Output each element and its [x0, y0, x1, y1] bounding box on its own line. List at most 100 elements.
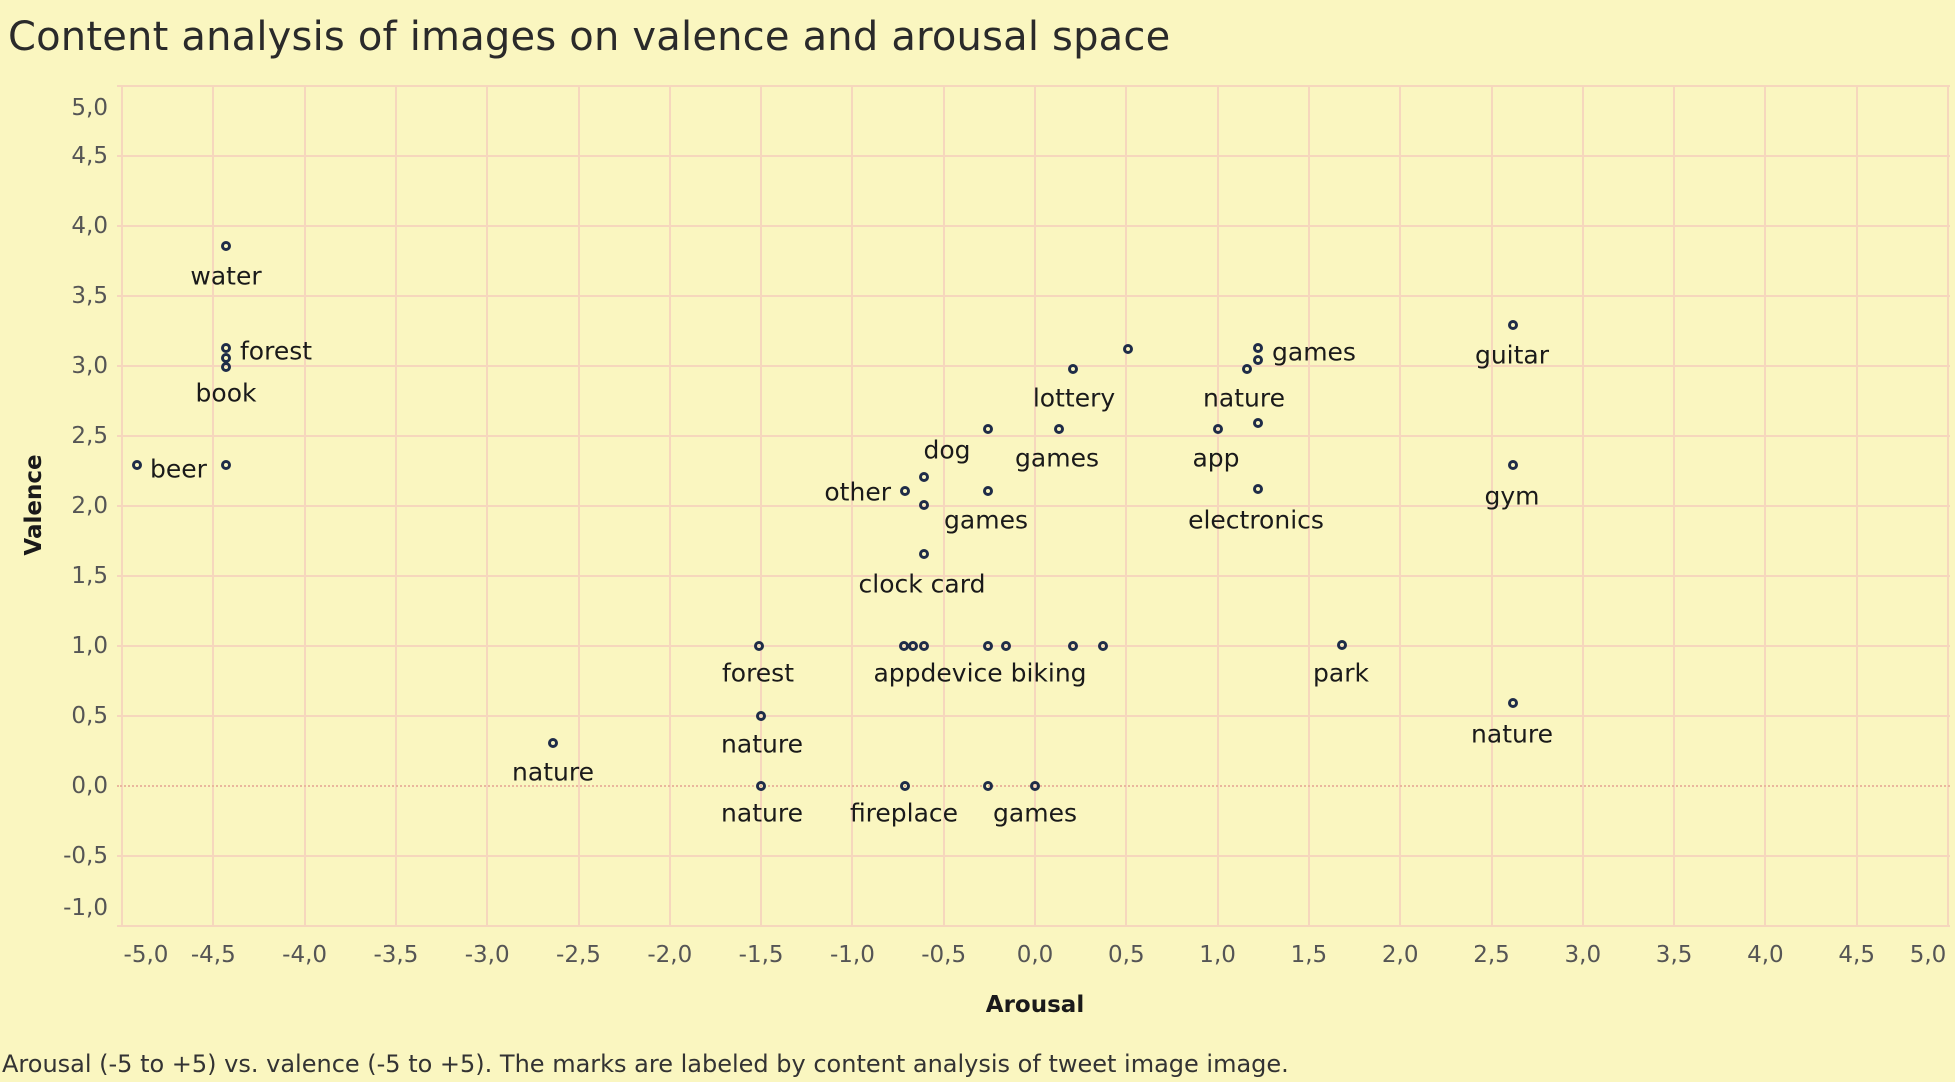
- x-tick-label: 2,5: [1473, 942, 1510, 968]
- y-tick-label: 2,5: [71, 423, 108, 449]
- chart-title: Content analysis of images on valence an…: [8, 14, 1171, 60]
- scatter-point[interactable]: [1508, 320, 1519, 331]
- scatter-point[interactable]: [1068, 363, 1079, 374]
- gridline-horizontal: [117, 855, 1950, 857]
- point-label: appdevice biking: [873, 658, 1087, 688]
- scatter-point[interactable]: [1212, 424, 1223, 434]
- x-tick-label: -1,0: [829, 942, 875, 968]
- y-tick-label: -1,0: [63, 895, 108, 921]
- scatter-point[interactable]: [1030, 781, 1040, 791]
- x-tick-label: -3,0: [464, 942, 510, 968]
- point-label: nature: [1471, 719, 1553, 749]
- scatter-point[interactable]: [1241, 363, 1252, 374]
- gridline-horizontal: [117, 295, 1950, 297]
- scatter-point[interactable]: [1252, 484, 1263, 495]
- point-label: games: [1272, 337, 1356, 367]
- scatter-point[interactable]: [1252, 418, 1263, 429]
- y-tick-label: 1,5: [71, 563, 108, 589]
- point-label: nature: [721, 729, 803, 759]
- scatter-point[interactable]: [982, 781, 993, 791]
- point-label: nature: [721, 798, 803, 828]
- scatter-point[interactable]: [907, 641, 918, 651]
- y-tick-label: 2,0: [71, 493, 108, 519]
- y-tick-label: 4,0: [71, 213, 108, 239]
- scatter-point[interactable]: [1053, 424, 1064, 434]
- scatter-point[interactable]: [1508, 698, 1519, 709]
- scatter-point[interactable]: [1097, 641, 1108, 651]
- y-tick-label: 5,0: [71, 95, 108, 121]
- scatter-point[interactable]: [982, 485, 993, 496]
- scatter-point[interactable]: [918, 641, 929, 651]
- scatter-point[interactable]: [754, 641, 765, 651]
- y-tick-label: -0,5: [63, 843, 108, 869]
- point-label: dog: [923, 435, 971, 465]
- scatter-point[interactable]: [1252, 342, 1263, 353]
- gridline-horizontal: [117, 365, 1950, 367]
- plot-area: [117, 85, 1950, 927]
- scatter-point[interactable]: [1252, 355, 1263, 366]
- gridline-horizontal: [117, 925, 1950, 927]
- y-tick-label: 1,0: [71, 633, 108, 659]
- gridline-horizontal: [117, 575, 1950, 577]
- point-label: clock card: [858, 569, 986, 599]
- x-tick-label: -0,5: [921, 942, 967, 968]
- point-label: park: [1313, 658, 1369, 688]
- scatter-point[interactable]: [131, 460, 142, 471]
- x-tick-label: -4,5: [190, 942, 236, 968]
- scatter-point[interactable]: [1068, 641, 1079, 651]
- scatter-point[interactable]: [547, 737, 558, 748]
- point-label: water: [190, 261, 262, 291]
- x-tick-label: -5,0: [123, 942, 169, 968]
- scatter-point[interactable]: [1508, 460, 1519, 471]
- scatter-point[interactable]: [756, 711, 767, 721]
- scatter-point[interactable]: [221, 362, 232, 373]
- scatter-point[interactable]: [756, 781, 767, 791]
- x-tick-label: -2,0: [647, 942, 693, 968]
- point-label: fireplace: [849, 798, 959, 828]
- point-label: nature: [512, 757, 594, 787]
- x-tick-label: 1,5: [1290, 942, 1328, 968]
- x-tick-label: -4,0: [282, 942, 328, 968]
- x-tick-label: 4,0: [1747, 942, 1784, 968]
- y-tick-label: 0,0: [71, 773, 108, 799]
- scatter-point[interactable]: [898, 641, 909, 651]
- point-label: nature: [1203, 383, 1285, 413]
- scatter-point[interactable]: [982, 641, 993, 651]
- scatter-point[interactable]: [1336, 639, 1347, 650]
- y-axis-title: Valence: [21, 454, 47, 556]
- gridline-horizontal: [117, 645, 1950, 647]
- x-tick-label: -1,5: [738, 942, 784, 968]
- scatter-point[interactable]: [221, 342, 232, 353]
- chart-caption: Arousal (-5 to +5) vs. valence (-5 to +5…: [2, 1050, 1289, 1078]
- y-tick-label: 0,5: [71, 703, 108, 729]
- point-label: lottery: [1032, 383, 1116, 413]
- point-label: electronics: [1188, 505, 1324, 535]
- scatter-point[interactable]: [918, 548, 929, 559]
- x-tick-label: 0,0: [1016, 942, 1054, 968]
- scatter-point[interactable]: [1000, 641, 1011, 651]
- point-label: guitar: [1474, 340, 1550, 370]
- scatter-point[interactable]: [900, 485, 911, 496]
- point-label: app: [1192, 443, 1240, 473]
- scatter-point[interactable]: [900, 781, 911, 791]
- scatter-point[interactable]: [221, 460, 232, 471]
- point-label: games: [1015, 443, 1099, 473]
- y-tick-label: 3,0: [71, 353, 108, 379]
- x-tick-label: 0,5: [1108, 942, 1145, 968]
- scatter-point[interactable]: [221, 240, 232, 251]
- x-tick-label: -2,5: [556, 942, 601, 968]
- x-tick-label: -3,5: [373, 942, 419, 968]
- point-label: gym: [1484, 481, 1540, 511]
- scatter-point[interactable]: [982, 424, 993, 434]
- scatter-point[interactable]: [918, 499, 929, 510]
- scatter-point[interactable]: [1123, 344, 1134, 355]
- scatter-point[interactable]: [918, 471, 929, 482]
- scatter-point[interactable]: [221, 352, 232, 363]
- y-tick-label: 4,5: [71, 143, 108, 169]
- point-label: beer: [150, 454, 207, 484]
- gridline-horizontal: [117, 225, 1950, 227]
- gridline-horizontal: [117, 505, 1950, 507]
- point-label: games: [944, 505, 1028, 535]
- x-tick-label: 3,5: [1655, 942, 1693, 968]
- gridline-horizontal: [117, 435, 1950, 437]
